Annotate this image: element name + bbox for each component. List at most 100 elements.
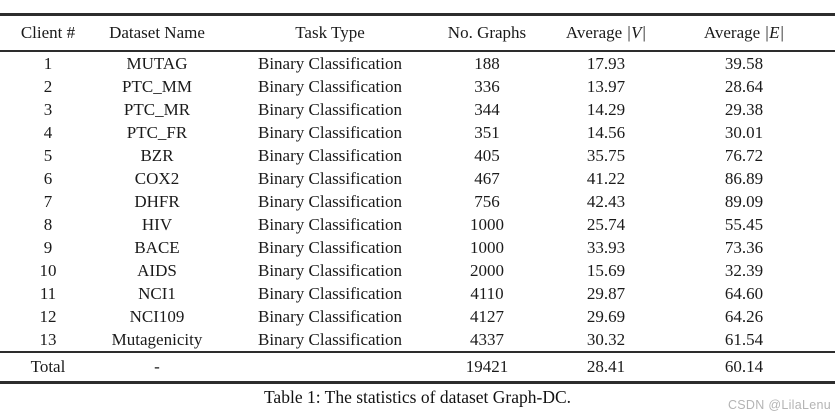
table-cell: 1000	[470, 214, 504, 234]
table-cell: 13	[39, 329, 57, 349]
total-label-cell: Total	[0, 351, 96, 384]
table-row: 2 PTC_MM Binary Classification 336 13.97…	[0, 75, 835, 98]
table-cell: 33.93	[586, 237, 626, 257]
table-cell: 344	[474, 99, 500, 119]
table-cell: 336	[474, 76, 500, 96]
table-cell: 86.89	[724, 168, 764, 188]
table-body: 1 MUTAG Binary Classification 188 17.93 …	[0, 51, 835, 352]
table-cell: PTC_MM	[122, 76, 192, 96]
table-cell: 29.69	[586, 306, 626, 326]
total-graphs-cell: 19421	[442, 351, 532, 384]
col-header-dataset-name: Dataset Name	[96, 13, 218, 52]
table-cell: 76.72	[724, 145, 764, 165]
table-cell: 11	[39, 283, 57, 303]
table-cell: 351	[474, 122, 500, 142]
table-cell: 64.60	[724, 283, 764, 303]
col-header-client: Client #	[0, 13, 96, 52]
total-avg-e-cell: 60.14	[680, 351, 835, 384]
table-row: 10 AIDS Binary Classification 2000 15.69…	[0, 259, 835, 282]
table-row: 11 NCI1 Binary Classification 4110 29.87…	[0, 282, 835, 305]
col-header-no-graphs: No. Graphs	[442, 13, 532, 52]
table-cell: NCI109	[129, 306, 185, 326]
col-header-average-v: Average |V|	[532, 13, 680, 52]
table-cell: 41.22	[586, 168, 626, 188]
table-cell: Mutagenicity	[111, 329, 203, 349]
table-row: 12 NCI109 Binary Classification 4127 29.…	[0, 305, 835, 328]
table-caption: Table 1: The statistics of dataset Graph…	[263, 387, 572, 407]
table-cell: 13.97	[586, 76, 626, 96]
table-row: 1 MUTAG Binary Classification 188 17.93 …	[0, 51, 835, 75]
table-cell: Binary Classification	[257, 306, 402, 326]
header-row: Client # Dataset Name Task Type No. Grap…	[0, 13, 835, 52]
table-cell: 64.26	[724, 306, 764, 326]
table-cell: 15.69	[586, 260, 626, 280]
table-cell: 4337	[470, 329, 504, 349]
average-label: Average	[565, 23, 623, 42]
table-cell: 1000	[470, 237, 504, 257]
total-task-cell	[218, 351, 442, 384]
csdn-watermark: CSDN @LilaLenu	[727, 398, 831, 412]
table-cell: 35.75	[586, 145, 626, 165]
table-cell: 73.36	[724, 237, 764, 257]
table-cell: Binary Classification	[257, 214, 402, 234]
table-cell: 188	[474, 53, 500, 73]
table-row: 4 PTC_FR Binary Classification 351 14.56…	[0, 121, 835, 144]
table-cell: 5	[43, 145, 53, 165]
total-avg-v-cell: 28.41	[532, 351, 680, 384]
table-cell: Binary Classification	[257, 168, 402, 188]
table-cell: 42.43	[586, 191, 626, 211]
math-e-symbol: |E|	[764, 23, 785, 42]
table-cell: 12	[39, 306, 57, 326]
table-cell: 756	[474, 191, 500, 211]
table-cell: Binary Classification	[257, 122, 402, 142]
table-cell: Binary Classification	[257, 329, 402, 349]
table-cell: Binary Classification	[257, 76, 402, 96]
total-dataset-cell: -	[96, 351, 218, 384]
table-cell: DHFR	[134, 191, 180, 211]
math-v-symbol: |V|	[626, 23, 647, 42]
table-cell: Binary Classification	[257, 237, 402, 257]
table-cell: PTC_MR	[123, 99, 191, 119]
average-label: Average	[703, 23, 761, 42]
table-cell: 29.87	[586, 283, 626, 303]
table-cell: BACE	[134, 237, 180, 257]
table-cell: 9	[43, 237, 53, 257]
table-row: 5 BZR Binary Classification 405 35.75 76…	[0, 144, 835, 167]
table-cell: 25.74	[586, 214, 626, 234]
table-header: Client # Dataset Name Task Type No. Grap…	[0, 13, 835, 52]
table-cell: MUTAG	[126, 53, 188, 73]
table-cell: 29.38	[724, 99, 764, 119]
table-cell: 3	[43, 99, 53, 119]
table-cell: 6	[43, 168, 53, 188]
table-cell: AIDS	[137, 260, 177, 280]
table-cell: Binary Classification	[257, 191, 402, 211]
table-cell: 10	[39, 260, 57, 280]
table-cell: 4127	[470, 306, 504, 326]
table-cell: 55.45	[724, 214, 764, 234]
table-cell: 28.64	[724, 76, 764, 96]
table-cell: COX2	[134, 168, 180, 188]
table-cell: 30.01	[724, 122, 764, 142]
table-cell: BZR	[140, 145, 174, 165]
table-cell: NCI1	[138, 283, 176, 303]
table-cell: 39.58	[724, 53, 764, 73]
table-cell: 14.29	[586, 99, 626, 119]
table-cell: 32.39	[724, 260, 764, 280]
table-row: 3 PTC_MR Binary Classification 344 14.29…	[0, 98, 835, 121]
table-cell: Binary Classification	[257, 283, 402, 303]
table-cell: 4110	[470, 283, 504, 303]
table-cell: Binary Classification	[257, 99, 402, 119]
table-cell: HIV	[141, 214, 173, 234]
table-cell: PTC_FR	[126, 122, 188, 142]
table-cell: 8	[43, 214, 53, 234]
table-cell: 1	[43, 53, 53, 73]
table-row: 8 HIV Binary Classification 1000 25.74 5…	[0, 213, 835, 236]
table-row: 7 DHFR Binary Classification 756 42.43 8…	[0, 190, 835, 213]
dataset-statistics-table: Client # Dataset Name Task Type No. Grap…	[0, 13, 835, 384]
table-cell: Binary Classification	[257, 145, 402, 165]
table-cell: 7	[43, 191, 53, 211]
table-row: 9 BACE Binary Classification 1000 33.93 …	[0, 236, 835, 259]
table-cell: 30.32	[586, 329, 626, 349]
table-total-section: Total - 19421 28.41 60.14	[0, 351, 835, 384]
